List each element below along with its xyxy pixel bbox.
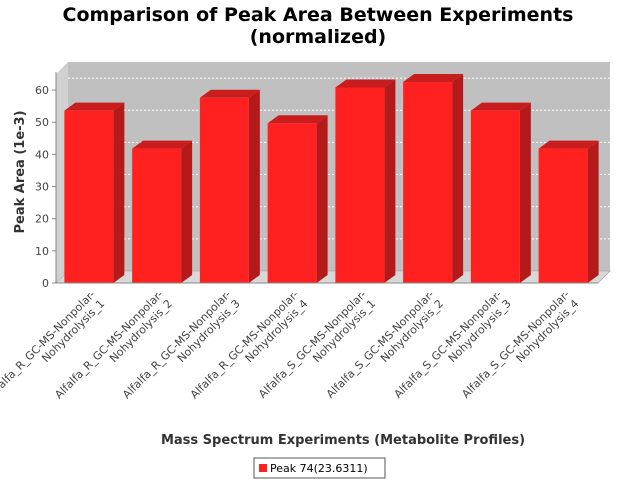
x-tick-label-line: Alfalfa_S_GC-MS-Nonpolar-	[324, 288, 437, 401]
x-tick-label-line: Alfalfa_R_GC-MS-Nonpolar-	[188, 288, 301, 401]
bar-side	[316, 115, 328, 284]
y-tick-label: 30	[35, 181, 49, 194]
x-tick-label-line: Alfalfa_S_GC-MS-Nonpolar-	[459, 288, 572, 401]
legend-box	[253, 457, 386, 479]
bar	[132, 140, 193, 283]
bar-front	[470, 110, 520, 283]
legend: Peak 74(23.6311)	[253, 457, 386, 479]
bar	[267, 115, 328, 284]
bar-top	[335, 79, 396, 88]
bar	[470, 102, 531, 283]
x-tick-label-line: Alfalfa_R_GC-MS-Nonpolar-	[0, 288, 98, 401]
legend-entry: Peak 74(23.6311)	[270, 462, 368, 475]
bar-front	[132, 148, 182, 283]
chart-subtitle: (normalized)	[250, 26, 387, 48]
bar-front	[538, 148, 588, 283]
bar	[199, 89, 260, 283]
legend-swatch	[259, 464, 267, 472]
y-tick-label: 50	[35, 116, 49, 129]
bar-front	[403, 82, 453, 284]
bar-front	[267, 123, 317, 284]
bar-front	[335, 87, 385, 284]
y-axis: 0 10 20 30 40 50 60	[35, 72, 57, 290]
y-tick-label: 40	[35, 148, 49, 161]
bar	[335, 79, 396, 284]
x-tick-label-line: Alfalfa_R_GC-MS-Nonpolar-	[52, 288, 165, 401]
y-tick-label: 0	[42, 277, 49, 290]
y-tick-label: 10	[35, 245, 49, 258]
y-tick-label: 20	[35, 213, 49, 226]
x-tick-label-line: Alfalfa_S_GC-MS-Nonpolar-	[392, 288, 505, 401]
bar-top	[132, 140, 193, 149]
bar-side	[587, 140, 599, 283]
bar-top	[403, 74, 464, 83]
bar-front	[64, 110, 114, 283]
bar-side	[113, 102, 125, 283]
chart-title: Comparison of Peak Area Between Experime…	[63, 4, 574, 26]
bar-side	[384, 79, 396, 284]
bar-top	[199, 89, 260, 98]
bar-front	[199, 97, 249, 283]
bar-top	[470, 102, 531, 111]
bar-top	[64, 102, 125, 111]
x-axis-label: Mass Spectrum Experiments (Metabolite Pr…	[161, 433, 525, 448]
bar	[538, 140, 599, 283]
y-tick-label: 60	[35, 84, 49, 97]
bar-side	[452, 74, 464, 284]
bar-top	[267, 115, 328, 124]
bar-side	[519, 102, 531, 283]
bar-top	[538, 140, 599, 149]
bar-side	[181, 140, 193, 283]
bar-side	[248, 89, 260, 283]
bar	[64, 102, 125, 283]
bar	[403, 74, 464, 284]
x-axis: Alfalfa_R_GC-MS-Nonpolar-Nohydrolysis_1A…	[0, 282, 598, 401]
bars	[64, 74, 599, 284]
x-tick-label-line: Alfalfa_R_GC-MS-Nonpolar-	[120, 288, 233, 401]
x-tick-label-line: Alfalfa_S_GC-MS-Nonpolar-	[256, 288, 369, 401]
y-axis-label: Peak Area (1e-3)	[13, 110, 28, 233]
